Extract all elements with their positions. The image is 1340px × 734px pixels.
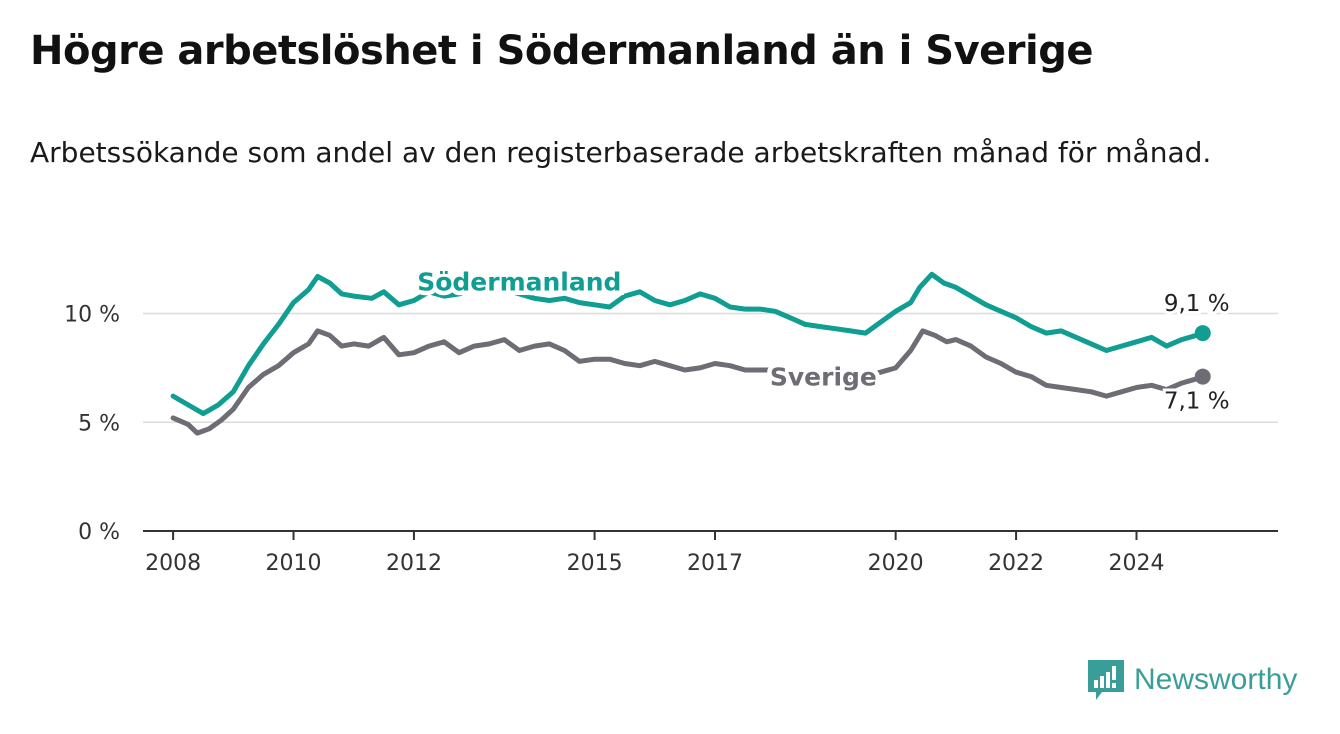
newsworthy-logo[interactable]: Newsworthy bbox=[1088, 660, 1297, 700]
series-end-label: 7,1 % bbox=[1164, 389, 1230, 415]
brand-name: Newsworthy bbox=[1134, 663, 1298, 696]
chart-title: Högre arbetslöshet i Södermanland än i S… bbox=[30, 28, 1093, 74]
series-end-label: 9,1 % bbox=[1164, 291, 1230, 317]
y-tick-label: 0 % bbox=[78, 520, 120, 545]
x-tick-label: 2017 bbox=[687, 551, 743, 576]
chart-subtitle: Arbetssökande som andel av den registerb… bbox=[30, 136, 1212, 169]
series-name-label: Sverige bbox=[770, 362, 877, 391]
series-layer bbox=[170, 271, 1211, 436]
y-tick-label: 10 % bbox=[64, 303, 120, 328]
newsworthy-logo-icon bbox=[1088, 660, 1124, 700]
x-tick-label: 2020 bbox=[868, 551, 924, 576]
label-layer: 0 % 5 % 10 % 2008 2010 2012 2015 2017 2020 2022 20… bbox=[64, 263, 1233, 576]
x-tick-label: 2008 bbox=[145, 551, 201, 576]
x-tick-label: 2022 bbox=[988, 551, 1044, 576]
series-end-point bbox=[1194, 325, 1211, 342]
x-tick-label: 2015 bbox=[567, 551, 623, 576]
series-name-label: Södermanland bbox=[417, 268, 621, 297]
series-end-point bbox=[1194, 368, 1211, 385]
series-line-sverige bbox=[170, 328, 1206, 436]
grid-layer bbox=[143, 312, 1278, 540]
series-line-södermanland bbox=[170, 271, 1206, 417]
x-tick-label: 2024 bbox=[1109, 551, 1165, 576]
x-tick-label: 2010 bbox=[266, 551, 322, 576]
x-tick-label: 2012 bbox=[386, 551, 442, 576]
y-tick-label: 5 % bbox=[78, 411, 120, 436]
